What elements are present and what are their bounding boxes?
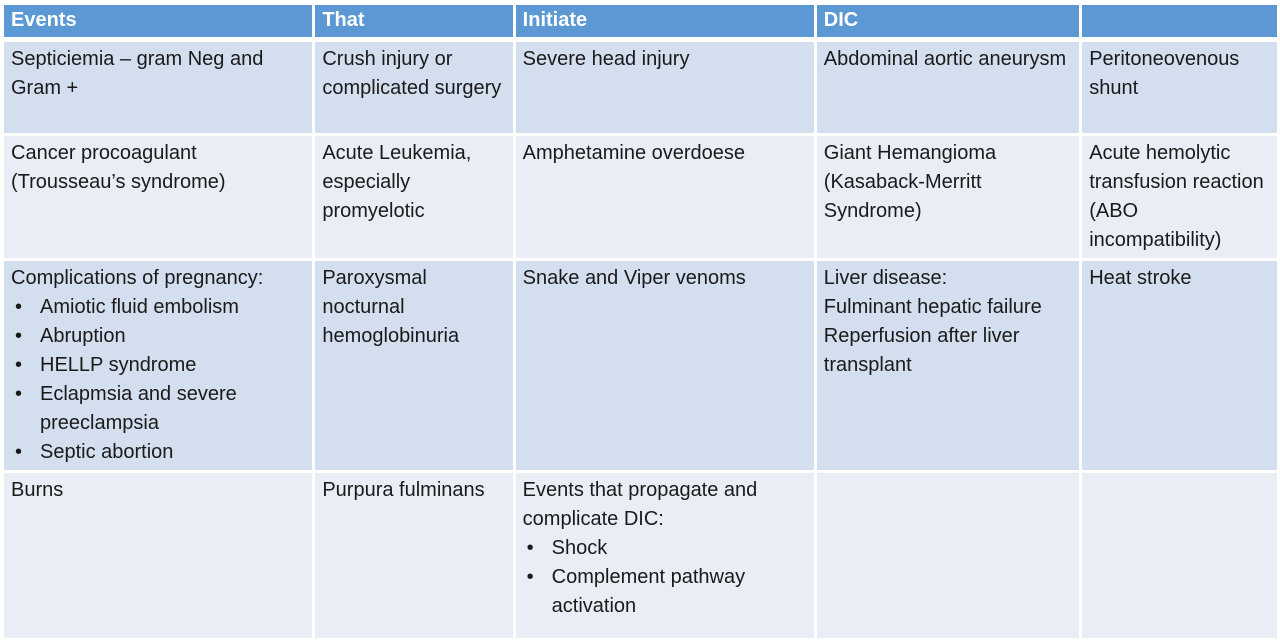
cell-text: Complications of pregnancy: bbox=[11, 267, 264, 289]
header-cell-empty bbox=[1079, 2, 1280, 42]
cell-text: Crush injury or complicated surgery bbox=[322, 48, 502, 99]
table-header-row: Events That Initiate DIC bbox=[0, 2, 1280, 42]
header-label: Events bbox=[11, 9, 77, 31]
table-cell bbox=[1079, 470, 1280, 641]
cell-text: Events that propagate and complicate DIC… bbox=[522, 479, 758, 530]
cell-text: Liver disease: bbox=[823, 267, 948, 289]
table-body: Septiciemia – gram Neg and Gram + Crush i… bbox=[0, 38, 1280, 641]
table-cell: Acute Leukemia, especially promyelotic bbox=[312, 133, 516, 261]
cell-text: Burns bbox=[11, 479, 64, 501]
bullet-icon: • bbox=[15, 383, 23, 405]
cell-text: Purpura fulminans bbox=[322, 479, 485, 501]
cell-text: Abdominal aortic aneurysm bbox=[823, 48, 1067, 70]
table-cell: Severe head injury bbox=[512, 38, 817, 136]
bullet-item-text: HELLP syndrome bbox=[40, 354, 197, 376]
table-cell: Cancer procoagulant (Trousseau’s syndrom… bbox=[0, 133, 316, 261]
bullet-item: • Septic abortion bbox=[11, 438, 305, 467]
cell-text: Reperfusion after liver transplant bbox=[823, 325, 1020, 376]
bullet-item: • Complement pathway activation bbox=[523, 563, 807, 621]
table-cell: Abdominal aortic aneurysm bbox=[813, 38, 1083, 136]
table-cell: Liver disease: Fulminant hepatic failure R… bbox=[813, 258, 1083, 473]
cell-text: Snake and Viper venoms bbox=[522, 267, 746, 289]
bullet-icon: • bbox=[15, 296, 23, 318]
bullet-item-text: Complement pathway activation bbox=[551, 566, 746, 617]
table-cell: Crush injury or complicated surgery bbox=[312, 38, 516, 136]
bullet-list: • Shock • Complement pathway activation bbox=[523, 534, 807, 621]
bullet-item: • HELLP syndrome bbox=[11, 351, 305, 380]
table-cell: Peritoneovenous shunt bbox=[1079, 38, 1280, 136]
bullet-item: • Amiotic fluid embolism bbox=[11, 293, 305, 322]
cell-text: Septiciemia – gram Neg and Gram + bbox=[11, 48, 264, 99]
cell-text: Fulminant hepatic failure bbox=[823, 296, 1042, 318]
cell-text: Cancer procoagulant (Trousseau’s syndrom… bbox=[11, 142, 226, 193]
bullet-icon: • bbox=[15, 354, 23, 376]
cell-text: Amphetamine overdoese bbox=[522, 142, 746, 164]
header-cell-events: Events bbox=[0, 2, 316, 42]
header-label: DIC bbox=[823, 9, 859, 31]
bullet-item-text: Amiotic fluid embolism bbox=[40, 296, 239, 318]
bullet-item: • Eclapmsia and severe preeclampsia bbox=[11, 380, 305, 438]
bullet-icon: • bbox=[15, 441, 23, 463]
table-cell: Burns bbox=[0, 470, 316, 641]
table-cell bbox=[813, 470, 1083, 641]
table-row: Cancer procoagulant (Trousseau’s syndrom… bbox=[0, 133, 1280, 261]
table-row: Septiciemia – gram Neg and Gram + Crush i… bbox=[0, 38, 1280, 136]
bullet-icon: • bbox=[15, 325, 23, 347]
header-label: That bbox=[322, 9, 365, 31]
header-cell-initiate: Initiate bbox=[512, 2, 817, 42]
bullet-icon: • bbox=[526, 537, 534, 559]
table-cell: Septiciemia – gram Neg and Gram + bbox=[0, 38, 316, 136]
table-row: Burns Purpura fulminans Events that propag… bbox=[0, 470, 1280, 641]
table-cell: Giant Hemangioma (Kasaback-Merritt Syndr… bbox=[813, 133, 1083, 261]
header-cell-that: That bbox=[312, 2, 516, 42]
bullet-item: • Abruption bbox=[11, 322, 305, 351]
table-cell: Heat stroke bbox=[1079, 258, 1280, 473]
bullet-item-text: Eclapmsia and severe preeclampsia bbox=[40, 383, 237, 434]
cell-text: Acute hemolytic transfusion reaction (AB… bbox=[1089, 142, 1264, 251]
bullet-item: • Shock bbox=[523, 534, 807, 563]
table-cell: Purpura fulminans bbox=[312, 470, 516, 641]
table-cell: Events that propagate and complicate DIC… bbox=[512, 470, 817, 641]
cell-text: Acute Leukemia, especially promyelotic bbox=[322, 142, 472, 222]
cell-text: Severe head injury bbox=[522, 48, 690, 70]
table-cell: Acute hemolytic transfusion reaction (AB… bbox=[1079, 133, 1280, 261]
bullet-item-text: Shock bbox=[551, 537, 608, 559]
cell-text: Paroxysmal nocturnal hemoglobinuria bbox=[322, 267, 460, 347]
bullet-item-text: Septic abortion bbox=[40, 441, 174, 463]
header-cell-dic: DIC bbox=[813, 2, 1083, 42]
bullet-icon: • bbox=[526, 566, 534, 588]
bullet-list: • Amiotic fluid embolism • Abruption • HELLP … bbox=[11, 293, 305, 467]
table-row: Complications of pregnancy: • Amiotic flui… bbox=[0, 258, 1280, 473]
table-cell: Amphetamine overdoese bbox=[512, 133, 817, 261]
cell-text: Giant Hemangioma (Kasaback-Merritt Syndr… bbox=[823, 142, 997, 222]
table-cell: Snake and Viper venoms bbox=[512, 258, 817, 473]
header-label: Initiate bbox=[522, 9, 588, 31]
bullet-item-text: Abruption bbox=[40, 325, 126, 347]
cell-text: Heat stroke bbox=[1089, 267, 1192, 289]
table-cell: Paroxysmal nocturnal hemoglobinuria bbox=[312, 258, 516, 473]
cell-text: Peritoneovenous shunt bbox=[1089, 48, 1240, 99]
table-cell: Complications of pregnancy: • Amiotic flui… bbox=[0, 258, 316, 473]
